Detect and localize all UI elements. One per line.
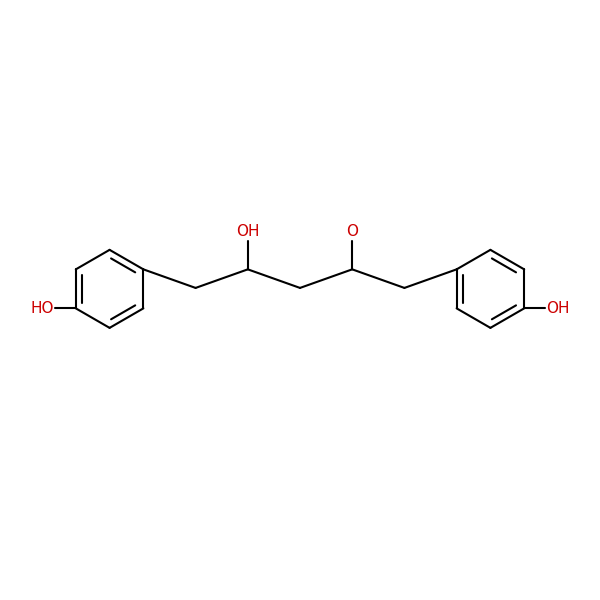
Text: OH: OH	[547, 301, 570, 316]
Text: OH: OH	[236, 224, 260, 239]
Text: HO: HO	[30, 301, 53, 316]
Text: O: O	[346, 224, 358, 239]
